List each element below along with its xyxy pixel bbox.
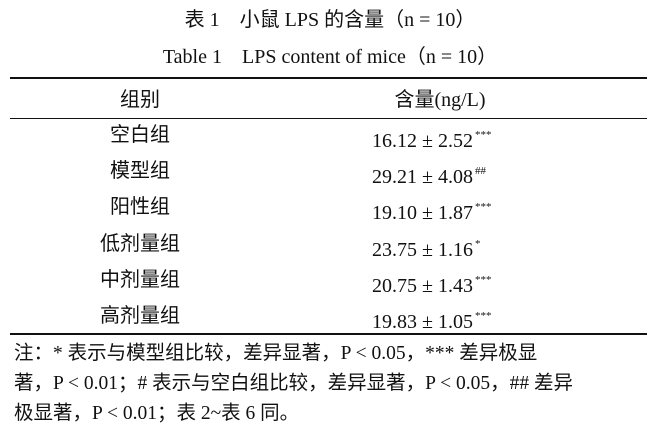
group-cell: 低剂量组 [100, 232, 180, 255]
group-cell: 阳性组 [110, 196, 170, 219]
group-cell: 高剂量组 [100, 305, 180, 327]
top-rule [10, 77, 647, 79]
value-text: 19.10 ± 1.87 [372, 202, 473, 225]
value-cell: 19.10 ± 1.87 *** [372, 195, 491, 225]
bottom-rule [10, 333, 647, 335]
value-cell: 23.75 ± 1.16 * [372, 232, 480, 262]
value-text: 29.21 ± 4.08 [372, 166, 473, 189]
header-cell: 组别 [120, 89, 160, 111]
header-rule [10, 118, 647, 119]
group-cell: 中剂量组 [100, 268, 180, 291]
value-cell: 19.83 ± 1.05 *** [372, 304, 491, 334]
significance-mark: * [474, 237, 481, 250]
group-cell: 空白组 [110, 124, 170, 146]
value-text: 19.83 ± 1.05 [372, 311, 473, 333]
title-en: Table 1 LPS content of mice（n = 10） [162, 46, 498, 68]
significance-mark: *** [474, 273, 492, 286]
note-line: 极显著，P < 0.01；表 2~表 6 同。 [14, 403, 300, 424]
note-line: 注：* 表示与模型组比较，差异显著，P < 0.05，*** 差异极显 [14, 343, 538, 364]
title-cn: 表 1 小鼠 LPS 的含量（n = 10） [184, 9, 476, 31]
value-cell: 20.75 ± 1.43 *** [372, 268, 491, 298]
header-cell: 含量(ng/L) [394, 89, 486, 111]
value-text: 16.12 ± 2.52 [372, 130, 473, 152]
significance-mark: *** [474, 129, 492, 141]
significance-mark: *** [474, 310, 492, 322]
significance-mark: ## [474, 165, 486, 178]
value-text: 20.75 ± 1.43 [372, 274, 473, 297]
value-text: 23.75 ± 1.16 [372, 238, 473, 261]
value-cell: 29.21 ± 4.08 ## [372, 159, 486, 189]
group-cell: 模型组 [110, 160, 170, 183]
significance-mark: *** [474, 201, 492, 214]
value-cell: 16.12 ± 2.52 *** [372, 123, 491, 153]
note-line: 著，P < 0.01；# 表示与空白组比较，差异显著，P < 0.05，## 差… [14, 373, 573, 394]
